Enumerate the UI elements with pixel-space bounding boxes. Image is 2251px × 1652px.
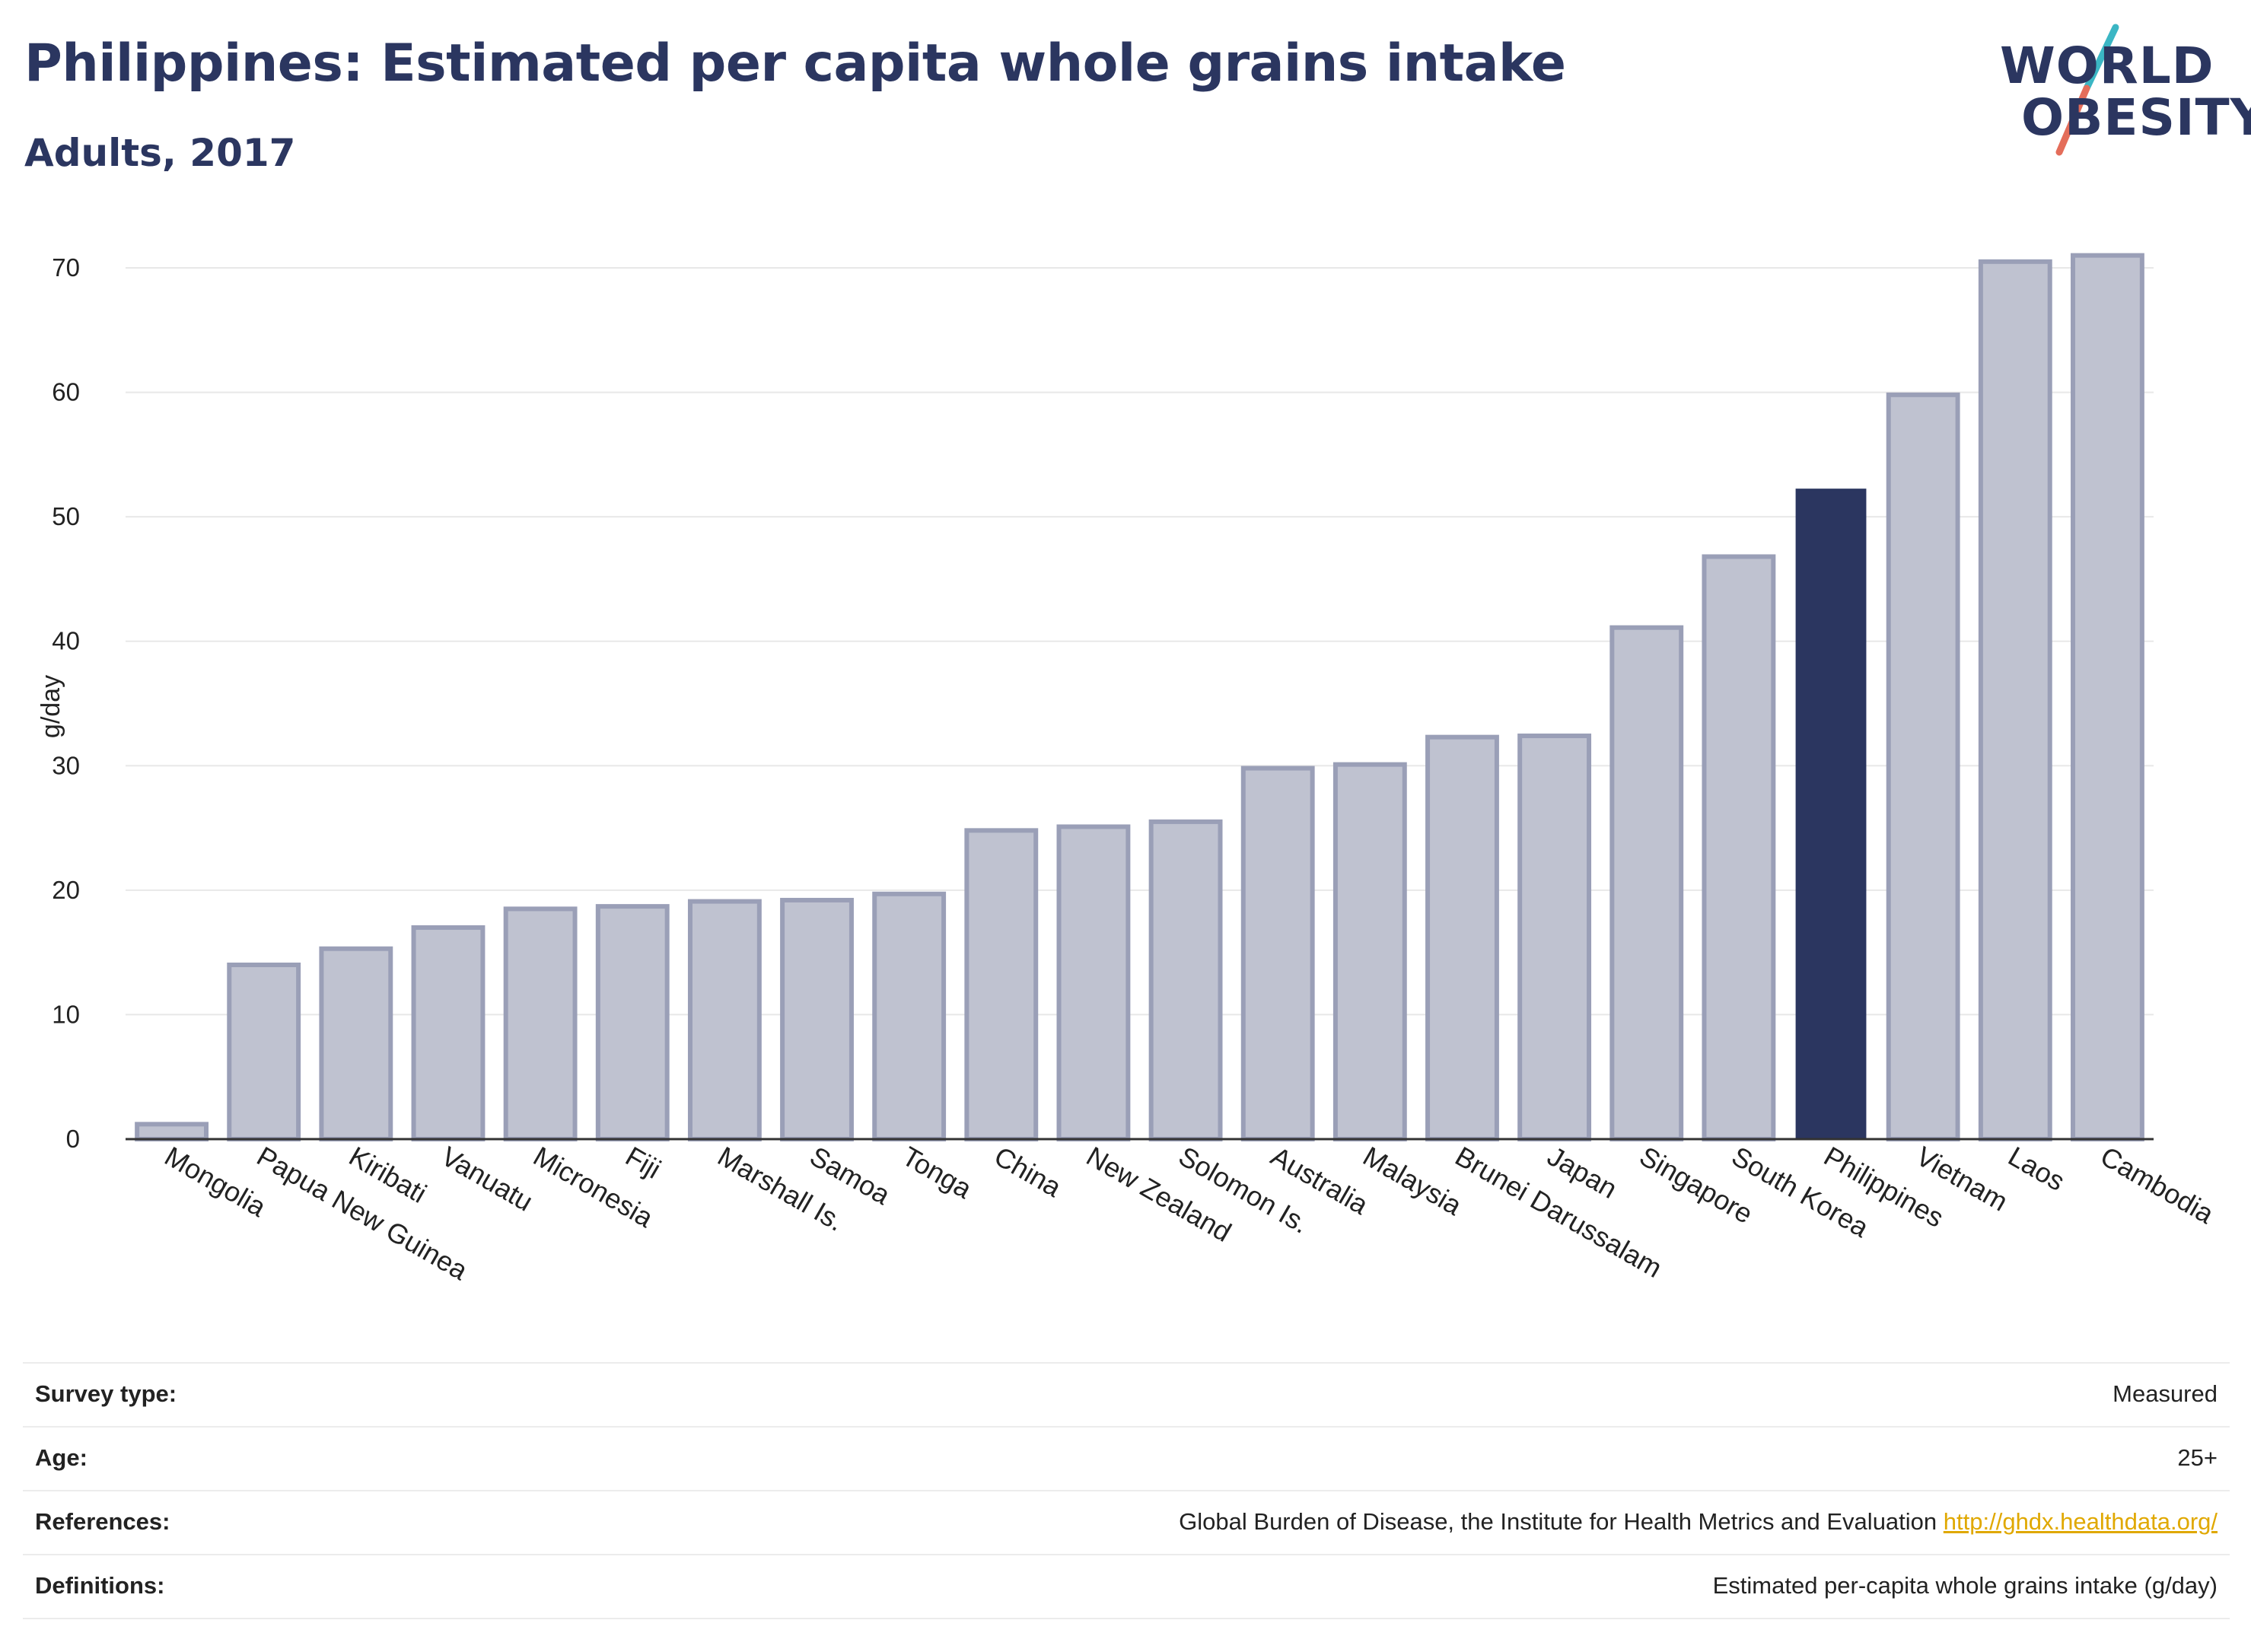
- y-tick-label: 50: [52, 502, 80, 530]
- metadata-table: Survey type: Measured Age: 25+ Reference…: [23, 1362, 2230, 1619]
- x-tick-label: Tonga: [897, 1140, 978, 1205]
- logo-word-obesity: OBESITY: [2021, 88, 2251, 147]
- bar: [1332, 762, 1407, 1142]
- metadata-row-survey-type: Survey type: Measured: [23, 1362, 2230, 1426]
- y-tick-label: 60: [52, 378, 80, 406]
- y-tick-label: 0: [66, 1125, 80, 1153]
- metadata-value: Estimated per-capita whole grains intake…: [1712, 1572, 2218, 1599]
- x-tick-label: Fiji: [620, 1140, 666, 1184]
- bar: [1240, 766, 1315, 1141]
- bar: [319, 946, 393, 1141]
- bar: [1148, 819, 1223, 1142]
- bar: [1425, 734, 1499, 1141]
- metadata-row-age: Age: 25+: [23, 1426, 2230, 1490]
- bar: [964, 828, 1039, 1141]
- references-text: Global Burden of Disease, the Institute …: [1179, 1508, 1937, 1535]
- bar: [1056, 824, 1131, 1142]
- x-tick-label: Malaysia: [1358, 1140, 1467, 1221]
- chart-subtitle: Adults, 2017: [24, 131, 296, 175]
- metadata-row-references: References: Global Burden of Disease, th…: [23, 1490, 2230, 1554]
- metadata-value: Measured: [2113, 1380, 2218, 1407]
- bar: [411, 925, 486, 1142]
- bar: [503, 906, 578, 1142]
- y-tick-label: 70: [52, 253, 80, 282]
- bar: [1795, 489, 1867, 1140]
- metadata-label: Survey type:: [35, 1380, 177, 1407]
- references-link[interactable]: http://ghdx.healthdata.org/: [1943, 1508, 2218, 1535]
- bar: [687, 899, 762, 1141]
- y-tick-label: 10: [52, 1000, 80, 1028]
- x-tick-label: China: [989, 1140, 1068, 1203]
- y-tick-label: 20: [52, 876, 80, 904]
- x-tick-label: Cambodia: [2095, 1140, 2219, 1230]
- world-obesity-logo[interactable]: WORLD OBESITY: [1986, 23, 2251, 160]
- y-axis-label: g/day: [37, 675, 65, 738]
- bar: [1886, 392, 1960, 1142]
- bar: [227, 963, 301, 1141]
- bar: [1609, 625, 1684, 1141]
- metadata-label: Definitions:: [35, 1572, 165, 1599]
- x-tick-label: Vanuatu: [436, 1140, 538, 1217]
- metadata-label: Age:: [35, 1444, 88, 1471]
- y-tick-label: 30: [52, 751, 80, 779]
- metadata-value: 25+: [2177, 1444, 2218, 1471]
- bar: [595, 904, 670, 1141]
- bar: [135, 1122, 209, 1142]
- bar: [1517, 734, 1592, 1141]
- metadata-label: References:: [35, 1508, 170, 1535]
- x-tick-label: Laos: [2003, 1140, 2070, 1197]
- chart-title: Philippines: Estimated per capita whole …: [24, 33, 1566, 94]
- metadata-row-definitions: Definitions: Estimated per-capita whole …: [23, 1554, 2230, 1619]
- bar: [1702, 554, 1776, 1141]
- bar: [2071, 253, 2144, 1142]
- logo-word-world: WORLD: [2000, 37, 2214, 95]
- bar: [780, 897, 854, 1141]
- bar: [872, 891, 947, 1141]
- logo-slash-icon: [2055, 24, 2119, 156]
- y-tick-label: 40: [52, 627, 80, 655]
- metadata-value-references: Global Burden of Disease, the Institute …: [1179, 1508, 2218, 1536]
- bar: [1978, 259, 2052, 1142]
- x-tick-label: Mongolia: [160, 1140, 272, 1223]
